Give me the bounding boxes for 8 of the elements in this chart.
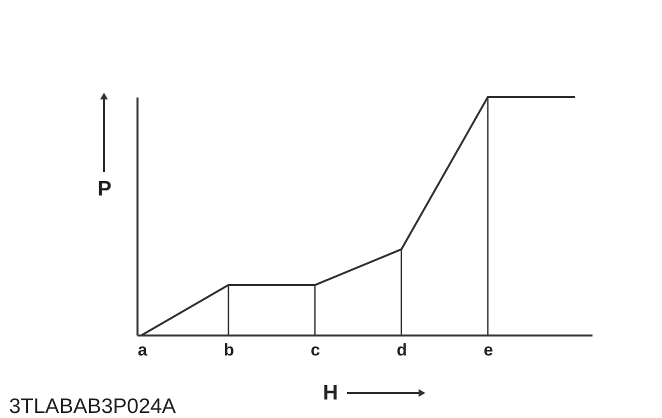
x-tick-label: e [484, 340, 494, 360]
x-tick-label: a [138, 340, 148, 360]
x-tick-label: d [396, 340, 408, 360]
y-axis-title: P [97, 178, 112, 200]
x-tick-label: c [310, 340, 320, 360]
x-axis-title: H [322, 382, 338, 404]
x-tick-label: b [224, 340, 234, 360]
text: 3TLABAB3P024A [9, 395, 176, 418]
